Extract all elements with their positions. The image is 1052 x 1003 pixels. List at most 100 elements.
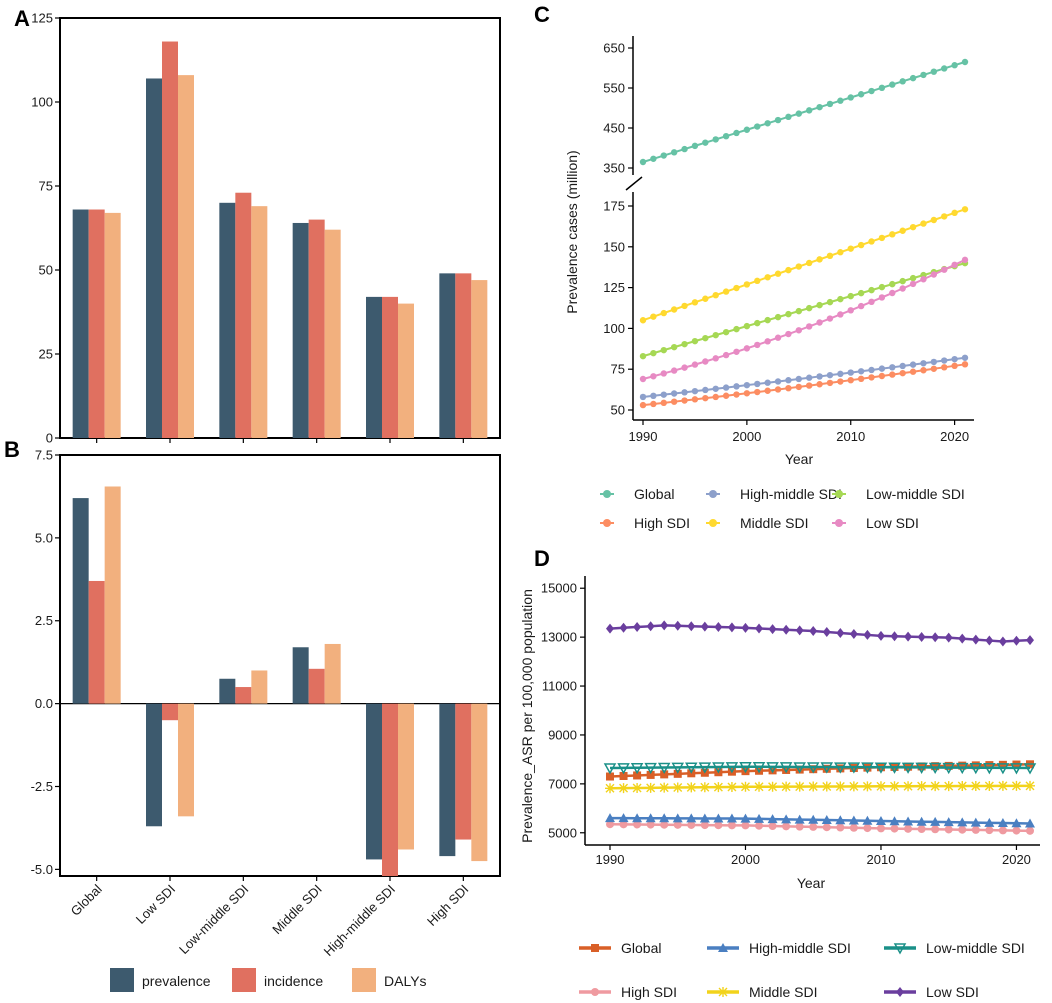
data-point: [961, 354, 969, 361]
data-point: [889, 289, 896, 297]
bar-dalys-low-sdi: [178, 703, 194, 817]
data-point: [698, 762, 712, 774]
legend-label: Low SDI: [926, 984, 979, 1000]
data-point: [836, 764, 845, 773]
data-point: [822, 823, 831, 832]
data-point: [826, 315, 834, 322]
y-tick-label: 9000: [548, 727, 577, 742]
bar-incidence-high-sdi: [455, 273, 472, 438]
data-point: [782, 765, 791, 774]
x-tick-label: 2000: [731, 852, 760, 867]
data-point: [754, 813, 765, 823]
data-point: [681, 340, 688, 348]
data-point: [915, 762, 928, 774]
data-point: [795, 383, 803, 391]
data-point: [847, 376, 854, 384]
data-point: [809, 626, 818, 637]
y-tick-label: 0.0: [35, 696, 53, 711]
data-point: [785, 384, 792, 392]
y-tick-label: 50: [39, 263, 53, 278]
data-point: [958, 633, 967, 644]
legend-item-high-middle-sdi: High-middle SDI: [706, 486, 842, 502]
bar-prevalence-high-sdi: [439, 273, 456, 438]
data-point: [733, 129, 740, 137]
data-point: [764, 274, 771, 281]
data-point: [836, 627, 845, 638]
bar-dalys-global: [104, 212, 121, 438]
data-point: [733, 348, 740, 355]
x-axis-title: Year: [785, 451, 814, 467]
y-axis-title: Prevalence cases (million): [564, 150, 580, 313]
data-point: [837, 378, 844, 385]
y-tick-label: 75: [611, 362, 625, 377]
data-point: [639, 158, 647, 166]
y-tick-label: 125: [31, 11, 53, 26]
data-point: [743, 126, 751, 133]
legend-item-low-sdi: Low SDI: [884, 984, 979, 1000]
bar-prevalence-low-middle-sdi: [219, 678, 236, 704]
data-point: [809, 765, 818, 774]
y-tick-label: 5000: [548, 825, 577, 840]
bar-prevalence-high-middle-sdi: [366, 296, 382, 438]
legend-label: prevalence: [142, 973, 211, 989]
data-point: [639, 393, 647, 401]
data-point: [836, 823, 845, 832]
data-point: [645, 782, 656, 793]
bar-incidence-high-middle-sdi: [382, 296, 398, 438]
data-point: [779, 762, 793, 774]
data-point: [863, 824, 872, 833]
data-point: [722, 132, 730, 140]
data-point: [681, 302, 688, 310]
data-point: [1025, 780, 1035, 791]
data-point: [822, 627, 831, 638]
data-point: [606, 772, 614, 781]
data-point: [875, 781, 886, 792]
data-point: [904, 631, 913, 642]
data-point: [970, 817, 981, 827]
data-point: [722, 328, 730, 336]
data-point: [743, 390, 751, 397]
bar-prevalence-low-sdi: [146, 78, 162, 438]
data-point: [862, 781, 873, 792]
data-point: [795, 765, 804, 774]
series-low-sdi: [606, 620, 1034, 647]
bar-dalys-high-sdi: [471, 703, 488, 862]
data-point: [740, 813, 751, 823]
data-point: [1026, 826, 1034, 835]
data-point: [931, 825, 940, 834]
data-point: [713, 782, 724, 793]
data-point: [917, 825, 926, 834]
series-low-middle-sdi: [639, 259, 969, 360]
bar-dalys-global: [104, 486, 121, 704]
data-point: [670, 149, 678, 156]
data-point: [849, 628, 858, 639]
data-point: [903, 781, 914, 792]
data-point: [899, 285, 906, 292]
data-point: [660, 770, 669, 779]
data-point: [639, 401, 647, 409]
bar-incidence-high-sdi: [455, 703, 472, 840]
charts: 0 25 50 75 100 125 -5.0 -2.5 0.0 2.5 5.0 7.5 Global L…: [31, 11, 1040, 1000]
data-point: [857, 289, 865, 297]
data-point: [847, 762, 861, 774]
data-point: [808, 781, 819, 792]
data-point: [785, 377, 792, 384]
legend-swatch: [110, 968, 134, 992]
data-point: [619, 771, 628, 780]
y-tick-label: 11000: [542, 679, 577, 694]
data-point: [868, 286, 875, 294]
data-point: [848, 781, 859, 792]
data-point: [726, 781, 737, 792]
data-point: [920, 71, 927, 79]
chart-a: 0 25 50 75 100 125: [31, 11, 501, 446]
data-point: [889, 364, 896, 371]
legend-label: High-middle SDI: [740, 486, 842, 502]
data-point: [727, 622, 736, 633]
data-point: [998, 636, 1007, 647]
data-point: [673, 820, 682, 829]
series-line: [642, 262, 966, 358]
data-point: [754, 123, 761, 130]
data-point: [733, 325, 740, 333]
y-tick-label: 75: [39, 179, 53, 194]
data-point: [727, 821, 736, 830]
